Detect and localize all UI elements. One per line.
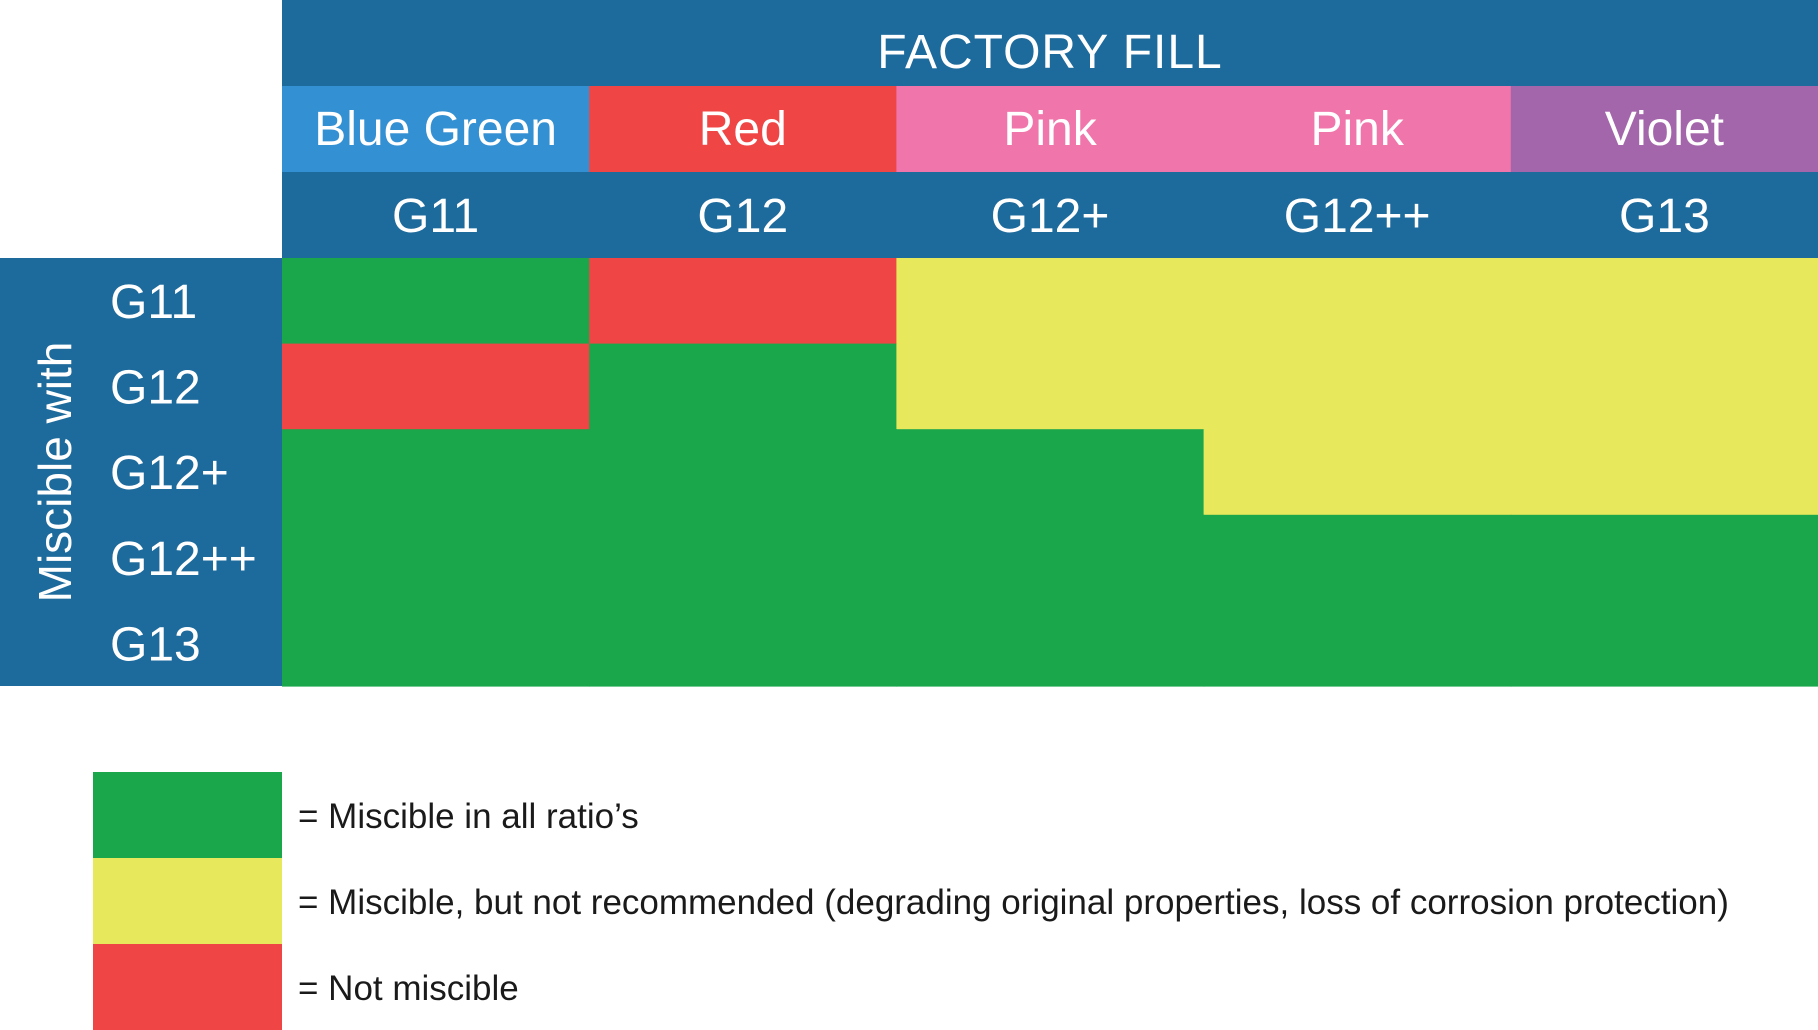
row-axis-label: Miscible with xyxy=(29,342,81,603)
legend-label: = Not miscible xyxy=(298,969,519,1008)
grade-header-label: G12++ xyxy=(1284,190,1431,243)
heatmap-cell xyxy=(1510,600,1818,687)
title-bar xyxy=(282,0,1818,86)
heatmap-cell xyxy=(282,600,590,687)
heatmap-cell xyxy=(282,429,590,516)
row-label: G12+ xyxy=(110,447,229,500)
grade-header-label: G13 xyxy=(1619,190,1710,243)
legend-label: = Miscible in all ratio’s xyxy=(298,797,639,836)
heatmap-cell xyxy=(1510,514,1818,601)
color-header-label: Violet xyxy=(1605,103,1724,156)
grade-header-label: G12+ xyxy=(991,190,1110,243)
row-label: G12++ xyxy=(110,533,257,586)
grade-header-label: G11 xyxy=(392,190,479,243)
heatmap-cell xyxy=(589,429,897,516)
heatmap-cell xyxy=(1203,429,1512,516)
heatmap-cell xyxy=(1203,343,1512,430)
heatmap-cell xyxy=(896,600,1205,687)
chart-title: FACTORY FILL xyxy=(877,26,1222,79)
row-header-panel xyxy=(0,258,282,686)
heatmap-cell xyxy=(896,514,1205,601)
legend: = Miscible in all ratio’s = Miscible, but… xyxy=(93,772,1729,1030)
legend-swatch xyxy=(93,944,282,1030)
row-label: G11 xyxy=(110,276,197,329)
legend-swatch xyxy=(93,858,282,945)
row-labels: G11 G12 G12+ G12++ G13 xyxy=(110,276,257,671)
heatmap-cell xyxy=(896,429,1205,516)
heatmap-cell xyxy=(589,343,897,430)
heatmap-cell xyxy=(589,600,897,687)
legend-label: = Miscible, but not recommended (degradi… xyxy=(298,883,1729,922)
grade-header-bg xyxy=(282,172,1818,258)
color-header-cell xyxy=(1510,86,1818,172)
heatmap-cell xyxy=(896,258,1205,345)
heatmap-cell xyxy=(1510,429,1818,516)
heatmap-cell xyxy=(589,258,897,345)
heatmap-cells xyxy=(282,258,1818,687)
heatmap-cell xyxy=(1203,258,1512,345)
heatmap-cell xyxy=(282,258,590,345)
color-header-label: Pink xyxy=(1003,103,1097,156)
heatmap-cell xyxy=(282,343,590,430)
grade-header-row: G11 G12 G12+ G12++ G13 xyxy=(282,172,1818,258)
heatmap-cell xyxy=(896,343,1205,430)
color-header-cell xyxy=(896,86,1205,172)
color-header-label: Blue Green xyxy=(314,103,557,156)
color-header-label: Pink xyxy=(1311,103,1405,156)
color-header-cell xyxy=(1203,86,1512,172)
heatmap-cell xyxy=(1510,343,1818,430)
heatmap-cell xyxy=(1510,258,1818,345)
heatmap-cell xyxy=(589,514,897,601)
heatmap-cell xyxy=(1203,600,1512,687)
color-header-cell xyxy=(282,86,590,172)
legend-swatch xyxy=(93,772,282,859)
grade-header-label: G12 xyxy=(697,190,788,243)
heatmap-cell xyxy=(282,514,590,601)
color-header-cell xyxy=(589,86,897,172)
heatmap-cell xyxy=(1203,514,1512,601)
row-label: G12 xyxy=(110,362,201,415)
row-label: G13 xyxy=(110,618,201,671)
color-header-label: Red xyxy=(699,103,787,156)
color-header-row: Blue Green Red Pink Pink Violet xyxy=(282,86,1818,172)
